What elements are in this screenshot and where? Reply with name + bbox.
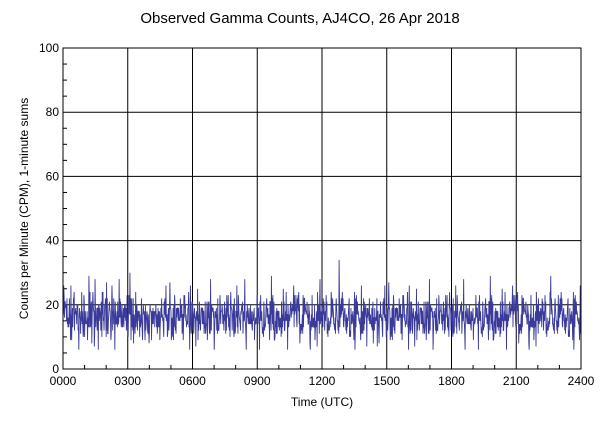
series-line-cpm (62, 259, 582, 350)
x-tick-label: 0900 (244, 374, 271, 388)
y-tick-label: 80 (46, 105, 60, 119)
y-tick-labels: 0 20 40 60 80 100 (39, 41, 59, 376)
series-layer (62, 259, 582, 350)
x-tick-label: 1200 (309, 374, 336, 388)
chart-title: Observed Gamma Counts, AJ4CO, 26 Apr 201… (140, 10, 460, 27)
x-tick-labels: 0000 0300 0600 0900 1200 1500 1800 2100 2400 (50, 374, 595, 388)
y-tick-label: 60 (46, 169, 60, 183)
x-tick-label: 1500 (373, 374, 400, 388)
x-tick-label: 0300 (114, 374, 141, 388)
minor-ticks (63, 63, 560, 369)
y-axis-label: Counts per Minute (CPM), 1-minute sums (17, 98, 31, 319)
y-tick-label: 100 (39, 41, 59, 55)
x-tick-label: 1800 (438, 374, 465, 388)
x-tick-label: 0000 (50, 374, 77, 388)
y-tick-label: 40 (46, 234, 60, 248)
x-tick-label: 2400 (568, 374, 595, 388)
plot-frame (62, 47, 582, 370)
x-axis-label: Time (UTC) (291, 395, 353, 409)
x-tick-label: 0600 (179, 374, 206, 388)
x-tick-label: 2100 (503, 374, 530, 388)
y-tick-label: 20 (46, 298, 60, 312)
y-tick-label: 0 (52, 362, 59, 376)
